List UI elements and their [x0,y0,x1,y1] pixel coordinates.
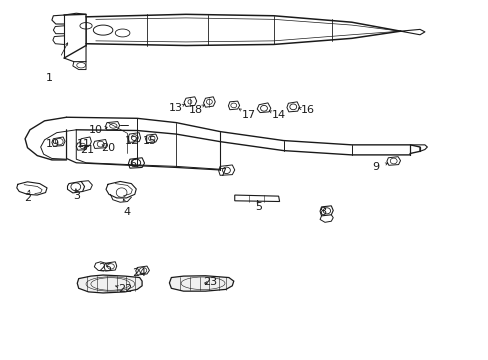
Polygon shape [76,141,87,150]
Polygon shape [145,134,158,143]
Text: 14: 14 [271,111,285,121]
Text: 19: 19 [46,139,61,149]
Text: 15: 15 [142,136,156,145]
Polygon shape [203,97,215,107]
Text: 13: 13 [169,103,183,113]
Polygon shape [257,103,270,113]
Text: 3: 3 [73,191,80,201]
Polygon shape [136,266,149,275]
Text: 25: 25 [98,263,112,273]
Text: 1: 1 [46,73,53,83]
Text: 9: 9 [372,162,379,172]
Text: 10: 10 [89,125,102,135]
Polygon shape [105,122,120,130]
Text: 22: 22 [118,284,132,294]
Polygon shape [128,158,144,168]
Polygon shape [169,276,233,291]
Text: 7: 7 [219,168,225,178]
Text: 2: 2 [24,193,31,203]
Polygon shape [183,97,196,107]
Text: 8: 8 [318,207,325,217]
Text: 11: 11 [77,139,90,149]
Polygon shape [286,102,299,112]
Text: 20: 20 [101,143,115,153]
Polygon shape [234,195,279,202]
Polygon shape [80,137,91,146]
Text: 17: 17 [242,111,256,121]
Text: 4: 4 [123,207,131,217]
Polygon shape [386,157,400,165]
Polygon shape [128,133,141,142]
Polygon shape [104,262,117,271]
Text: 24: 24 [132,268,146,278]
Polygon shape [67,181,84,193]
Polygon shape [218,165,234,175]
Text: 21: 21 [80,145,94,155]
Polygon shape [320,206,332,216]
Polygon shape [228,101,239,110]
Polygon shape [77,275,142,293]
Text: 5: 5 [255,202,262,212]
Polygon shape [93,139,107,148]
Text: 18: 18 [188,105,203,115]
Text: 23: 23 [203,277,217,287]
Text: 16: 16 [300,105,314,115]
Polygon shape [52,137,65,146]
Text: 6: 6 [128,159,136,169]
Text: 12: 12 [125,136,139,145]
